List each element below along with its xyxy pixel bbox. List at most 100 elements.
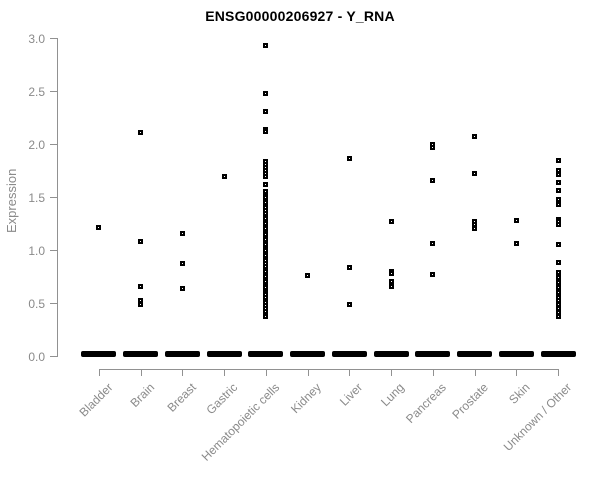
data-point: [555, 157, 561, 163]
x-tick: [265, 368, 267, 376]
y-tick: [50, 91, 57, 93]
data-point: [430, 271, 436, 277]
x-tick: [182, 368, 184, 376]
data-point: [555, 305, 561, 311]
y-tick-label: 2.5: [28, 84, 45, 99]
zero-expression-cluster: [540, 351, 576, 357]
data-point: [555, 269, 561, 275]
y-tick-label: 3.0: [28, 31, 45, 46]
x-tick: [558, 368, 560, 376]
y-tick-label: 1.0: [28, 243, 45, 258]
data-point: [263, 90, 269, 96]
x-tick: [98, 368, 100, 376]
zero-expression-cluster: [457, 351, 493, 357]
x-tick: [391, 368, 393, 376]
data-point: [263, 129, 269, 135]
y-tick: [50, 38, 57, 40]
data-point: [430, 144, 436, 150]
data-point: [179, 261, 185, 267]
data-point: [555, 280, 561, 286]
y-tick-label: 0.5: [28, 296, 45, 311]
data-point: [138, 301, 144, 307]
zero-expression-cluster: [164, 351, 200, 357]
data-point: [472, 134, 478, 140]
x-tick: [516, 368, 518, 376]
data-point: [96, 225, 102, 231]
data-point: [555, 188, 561, 194]
x-category-label: Lung: [378, 380, 408, 410]
data-point: [555, 172, 561, 178]
data-point: [513, 241, 519, 247]
data-point: [138, 283, 144, 289]
data-point: [555, 289, 561, 295]
x-category-label: Brain: [127, 380, 157, 411]
data-point: [346, 301, 352, 307]
data-point: [305, 273, 311, 279]
chart-title: ENSG00000206927 - Y_RNA: [205, 8, 395, 24]
zero-expression-cluster: [415, 351, 451, 357]
zero-expression-cluster: [498, 351, 534, 357]
data-point: [472, 171, 478, 177]
data-point: [430, 241, 436, 247]
data-point: [555, 242, 561, 248]
y-tick-label: 1.5: [28, 190, 45, 205]
data-point: [555, 168, 561, 174]
y-tick: [50, 144, 57, 146]
x-category-label: Liver: [337, 380, 366, 409]
zero-expression-cluster: [290, 351, 326, 357]
x-category-label: Hematopoietic cells: [198, 380, 283, 464]
data-point: [555, 202, 561, 208]
data-point: [263, 314, 269, 320]
data-point: [388, 219, 394, 225]
x-tick: [307, 368, 309, 376]
y-tick: [50, 250, 57, 252]
data-point: [138, 130, 144, 136]
data-point: [555, 310, 561, 316]
data-point: [472, 226, 478, 232]
data-point: [555, 275, 561, 281]
x-axis-line: [98, 368, 560, 370]
x-category-label: Skin: [506, 380, 533, 407]
y-tick-label: 2.0: [28, 137, 45, 152]
data-point: [555, 314, 561, 320]
data-point: [179, 285, 185, 291]
data-point: [388, 279, 394, 285]
x-category-label: Prostate: [449, 380, 491, 422]
zero-expression-cluster: [81, 351, 117, 357]
data-point: [138, 239, 144, 245]
x-tick: [349, 368, 351, 376]
zero-expression-cluster: [123, 351, 159, 357]
data-point: [555, 179, 561, 185]
data-point: [263, 43, 269, 49]
x-tick: [432, 368, 434, 376]
zero-expression-cluster: [206, 351, 242, 357]
zero-expression-cluster: [248, 351, 284, 357]
x-tick: [140, 368, 142, 376]
y-tick: [50, 356, 57, 357]
data-point: [555, 284, 561, 290]
x-category-label: Pancreas: [403, 380, 450, 427]
data-point: [555, 196, 561, 202]
x-category-label: Breast: [164, 380, 199, 415]
x-tick: [474, 368, 476, 376]
x-category-label: Bladder: [75, 380, 116, 420]
y-tick: [50, 197, 57, 199]
data-point: [555, 260, 561, 266]
data-point: [346, 155, 352, 161]
data-point: [555, 222, 561, 228]
zero-expression-cluster: [373, 351, 409, 357]
y-tick: [50, 303, 57, 305]
data-point: [263, 108, 269, 114]
y-tick-label: 0.0: [28, 349, 45, 364]
data-point: [263, 181, 269, 187]
data-point: [388, 283, 394, 289]
data-point: [179, 230, 185, 236]
data-point: [555, 301, 561, 307]
data-point: [263, 173, 269, 179]
data-point: [221, 173, 227, 179]
zero-expression-cluster: [331, 351, 367, 357]
data-point: [472, 222, 478, 228]
data-point: [346, 264, 352, 270]
data-point: [388, 270, 394, 276]
